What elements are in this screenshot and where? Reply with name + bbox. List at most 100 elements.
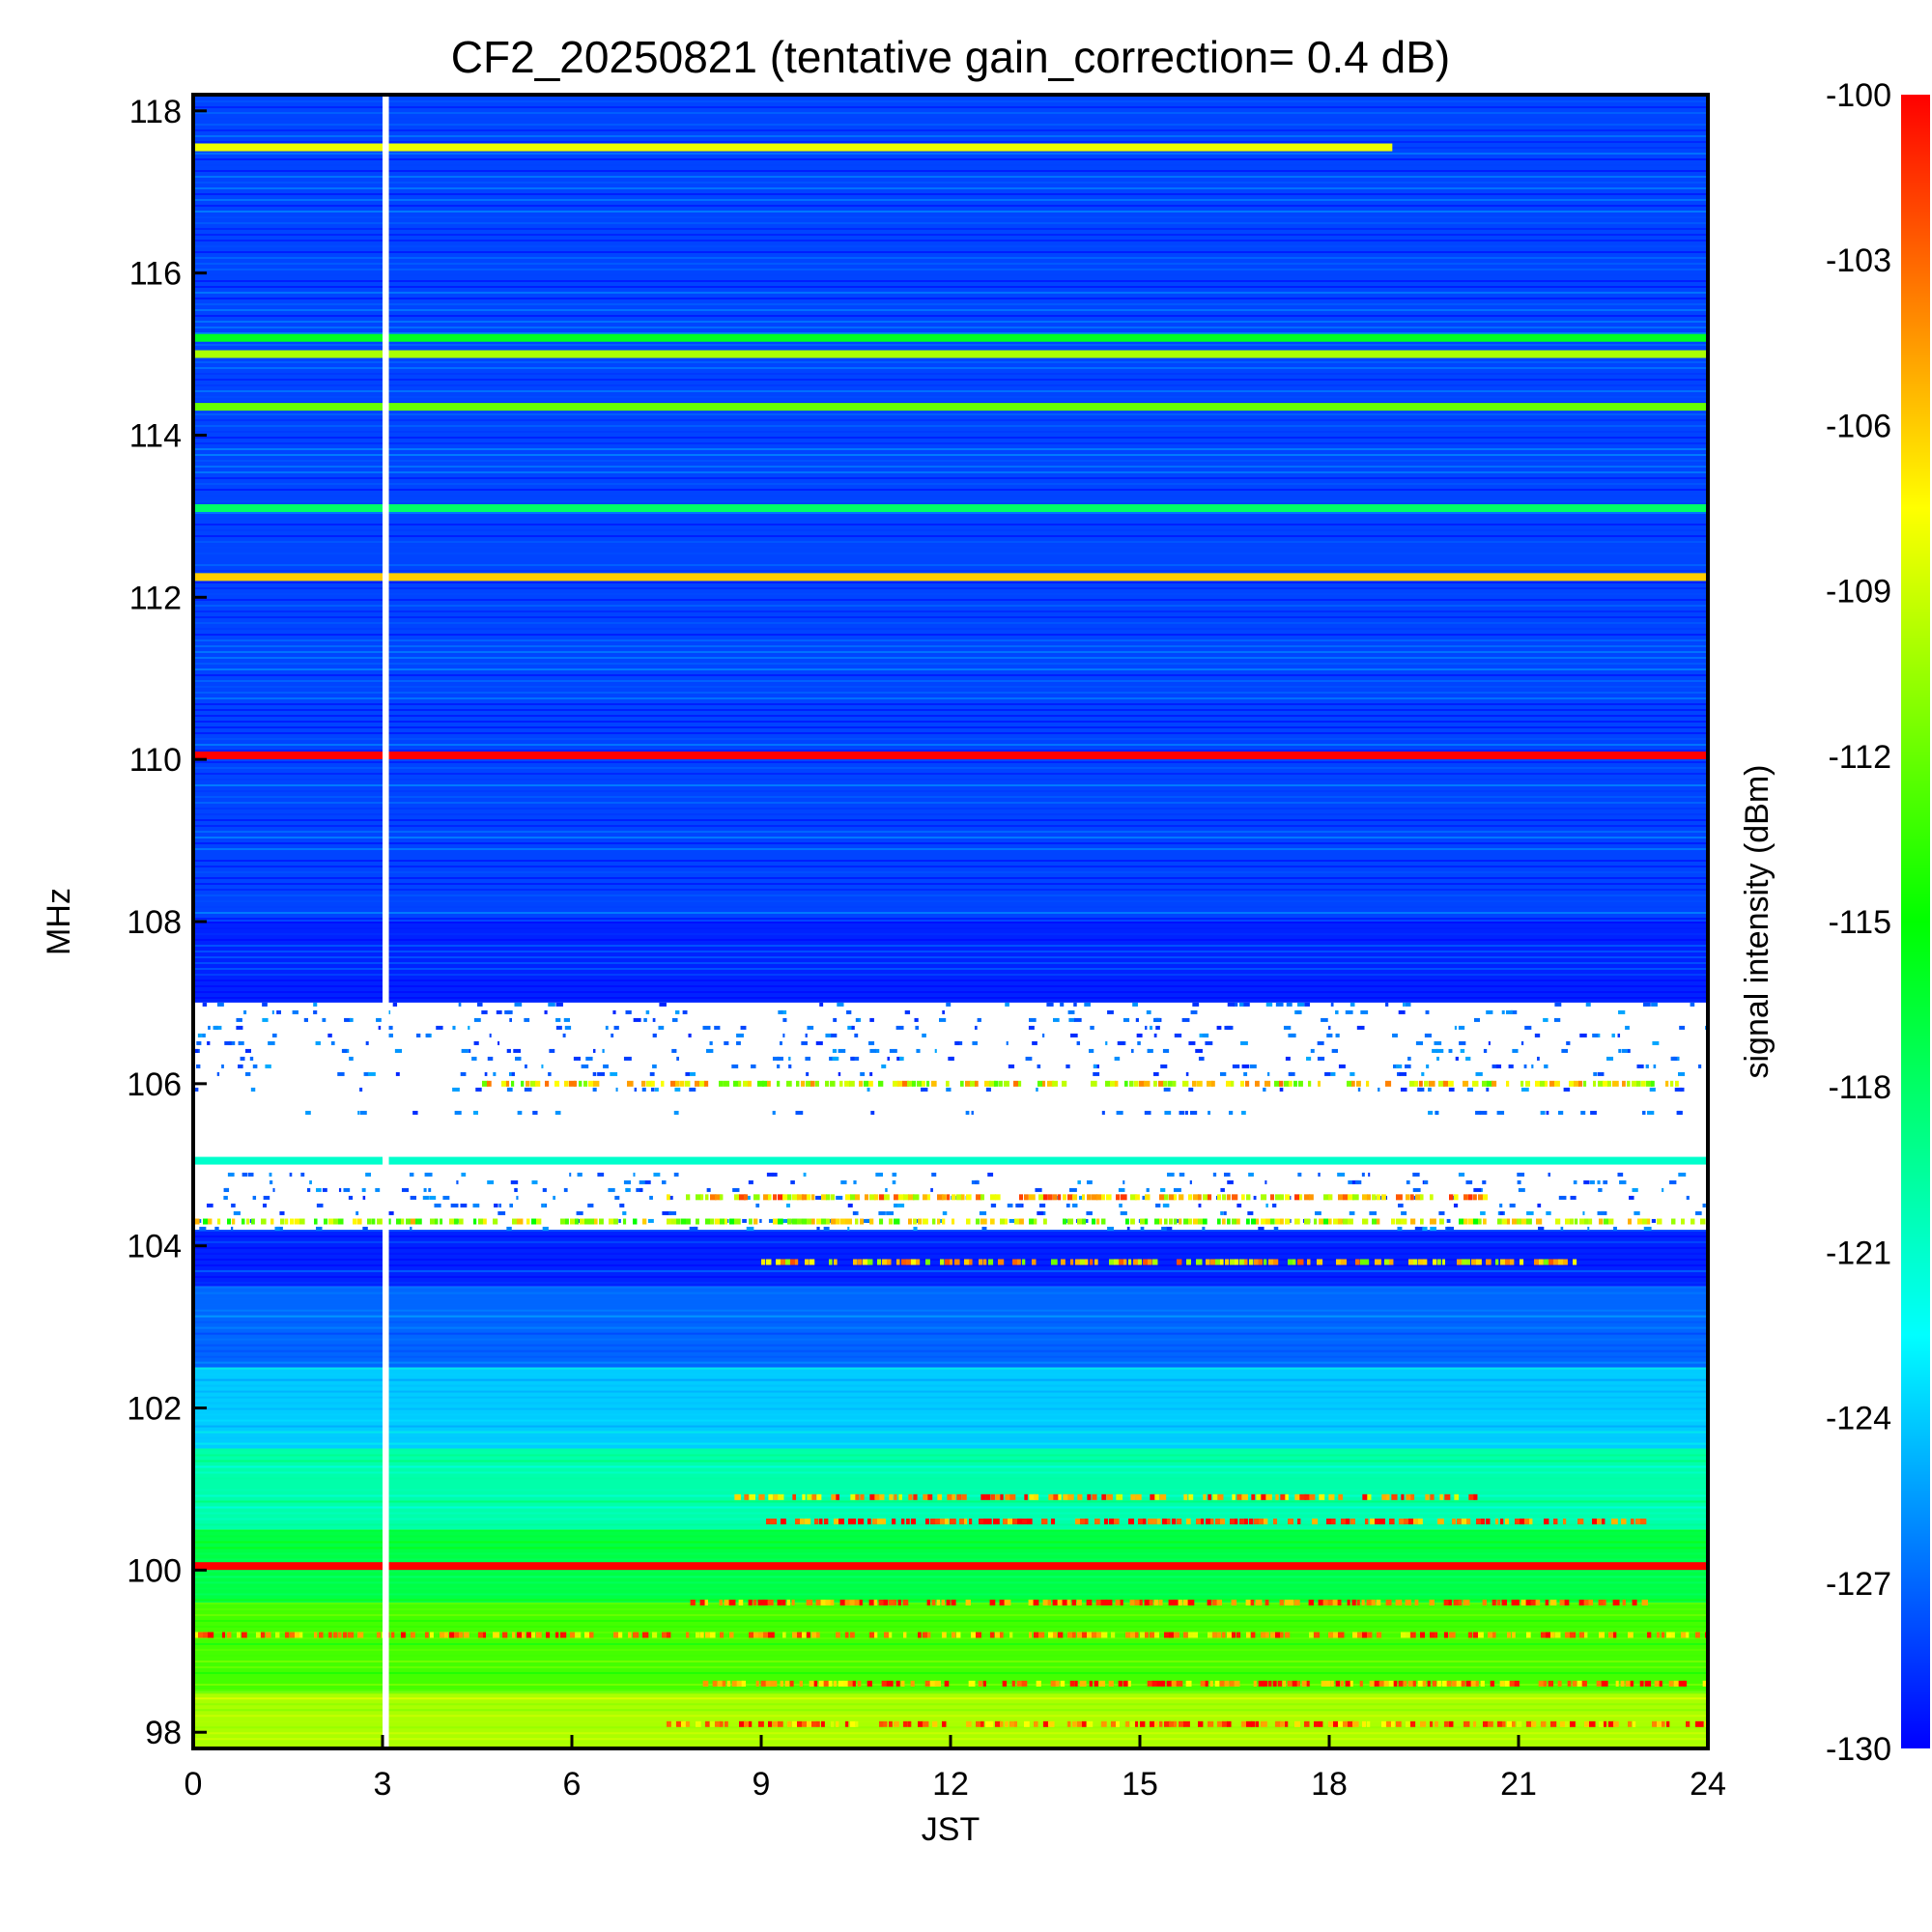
speckle: [577, 1172, 582, 1177]
intermittent-signal-2: [623, 1218, 627, 1225]
speckle: [548, 1002, 555, 1007]
intermittent-signal-7: [1246, 1632, 1251, 1638]
intermittent-signal-1: [1174, 1194, 1178, 1201]
intermittent-signal-0: [1506, 1080, 1510, 1087]
intermittent-signal-6: [1322, 1599, 1329, 1605]
intermittent-signal-3: [1510, 1259, 1515, 1265]
intermittent-signal-0: [1438, 1080, 1445, 1087]
speckle: [864, 1218, 870, 1223]
speckle: [1647, 1110, 1655, 1115]
speckle: [1089, 1048, 1094, 1053]
speckle: [1603, 1179, 1608, 1184]
intermittent-signal-6: [1351, 1599, 1356, 1605]
speckle: [786, 1203, 791, 1208]
intermittent-signal-1: [1478, 1194, 1484, 1201]
speckle: [1611, 1033, 1615, 1037]
speckle: [1321, 1017, 1328, 1022]
intermittent-signal-6: [728, 1599, 736, 1605]
intermittent-signal-3: [988, 1259, 994, 1265]
speckle: [904, 1009, 911, 1014]
intermittent-signal-8: [1678, 1680, 1686, 1687]
speckle: [612, 1009, 616, 1014]
noise-row: [193, 1252, 1708, 1255]
intermittent-signal-3: [785, 1259, 792, 1265]
intermittent-signal-1: [1473, 1194, 1477, 1201]
intermittent-signal-0: [1583, 1080, 1587, 1087]
intermittent-signal-9: [889, 1720, 893, 1727]
intermittent-signal-6: [1443, 1599, 1449, 1605]
intermittent-signal-8: [780, 1680, 783, 1687]
intermittent-signal-0: [526, 1080, 530, 1087]
intermittent-signal-0: [482, 1080, 489, 1087]
intermittent-signal-1: [1072, 1194, 1078, 1201]
speckle: [649, 1195, 653, 1200]
speckle: [1524, 1025, 1532, 1030]
speckle: [777, 1064, 781, 1068]
intermittent-signal-8: [1089, 1680, 1094, 1687]
intermittent-signal-7: [667, 1632, 671, 1638]
speckle: [1317, 1040, 1324, 1045]
intermittent-signal-0: [1124, 1080, 1128, 1087]
noise-row: [193, 889, 1708, 891]
intermittent-signal-7: [198, 1632, 203, 1638]
intermittent-signal-3: [1563, 1259, 1568, 1265]
speckle: [1392, 1033, 1398, 1037]
speckle: [429, 1195, 437, 1200]
speckle: [385, 1210, 394, 1215]
intermittent-signal-9: [1034, 1720, 1038, 1727]
speckle: [1039, 1203, 1046, 1208]
speckle: [759, 1218, 762, 1223]
speckle: [946, 1002, 952, 1007]
intermittent-signal-7: [768, 1632, 775, 1638]
intermittent-signal-3: [925, 1259, 930, 1265]
noise-row: [193, 1558, 1708, 1561]
speckle: [1473, 1017, 1481, 1022]
intermittent-signal-9: [1560, 1720, 1566, 1727]
intermittent-signal-7: [763, 1632, 770, 1638]
intermittent-signal-9: [1526, 1720, 1533, 1727]
colorbar-tick-label: -112: [1828, 739, 1891, 776]
intermittent-signal-2: [1232, 1218, 1238, 1225]
noise-row: [193, 1683, 1708, 1686]
speckle: [1327, 1025, 1331, 1030]
speckle: [1448, 1087, 1455, 1092]
speckle: [1677, 1056, 1680, 1061]
intermittent-signal-5: [925, 1519, 930, 1525]
intermittent-signal-2: [353, 1218, 357, 1225]
intermittent-signal-1: [1261, 1194, 1267, 1201]
intermittent-signal-8: [1335, 1680, 1341, 1687]
noise-row: [193, 808, 1708, 810]
intermittent-signal-9: [1227, 1720, 1232, 1727]
speckle: [1005, 1002, 1009, 1007]
intermittent-signal-8: [1036, 1680, 1041, 1687]
intermittent-signal-6: [878, 1599, 885, 1605]
intermittent-signal-6: [1385, 1599, 1392, 1605]
intermittent-signal-8: [1296, 1680, 1300, 1687]
intermittent-signal-8: [1306, 1680, 1310, 1687]
speckle: [1435, 1110, 1438, 1115]
speckle: [378, 1025, 382, 1030]
intermittent-signal-2: [1077, 1218, 1083, 1225]
intermittent-signal-9: [1164, 1720, 1171, 1727]
intermittent-signal-8: [1615, 1680, 1619, 1687]
intermittent-signal-1: [1053, 1194, 1058, 1201]
noise-row: [193, 106, 1708, 108]
intermittent-signal-7: [261, 1632, 266, 1638]
speckle: [1090, 1025, 1094, 1030]
speckle: [1241, 1064, 1250, 1068]
intermittent-signal-1: [1130, 1194, 1137, 1201]
intermittent-signal-1: [1381, 1194, 1386, 1201]
intermittent-signal-0: [1163, 1080, 1168, 1087]
noise-row: [193, 477, 1708, 479]
intermittent-signal-9: [1077, 1720, 1083, 1727]
intermittent-signal-7: [952, 1632, 956, 1638]
intermittent-signal-8: [1398, 1680, 1404, 1687]
intermittent-signal-7: [314, 1632, 318, 1638]
intermittent-signal-7: [1009, 1632, 1013, 1638]
intermittent-signal-6: [1144, 1599, 1151, 1605]
speckle: [1499, 1203, 1503, 1208]
intermittent-signal-2: [724, 1218, 728, 1225]
speckle: [732, 1187, 740, 1192]
noise-row: [193, 1660, 1708, 1662]
speckle: [1338, 1064, 1346, 1068]
